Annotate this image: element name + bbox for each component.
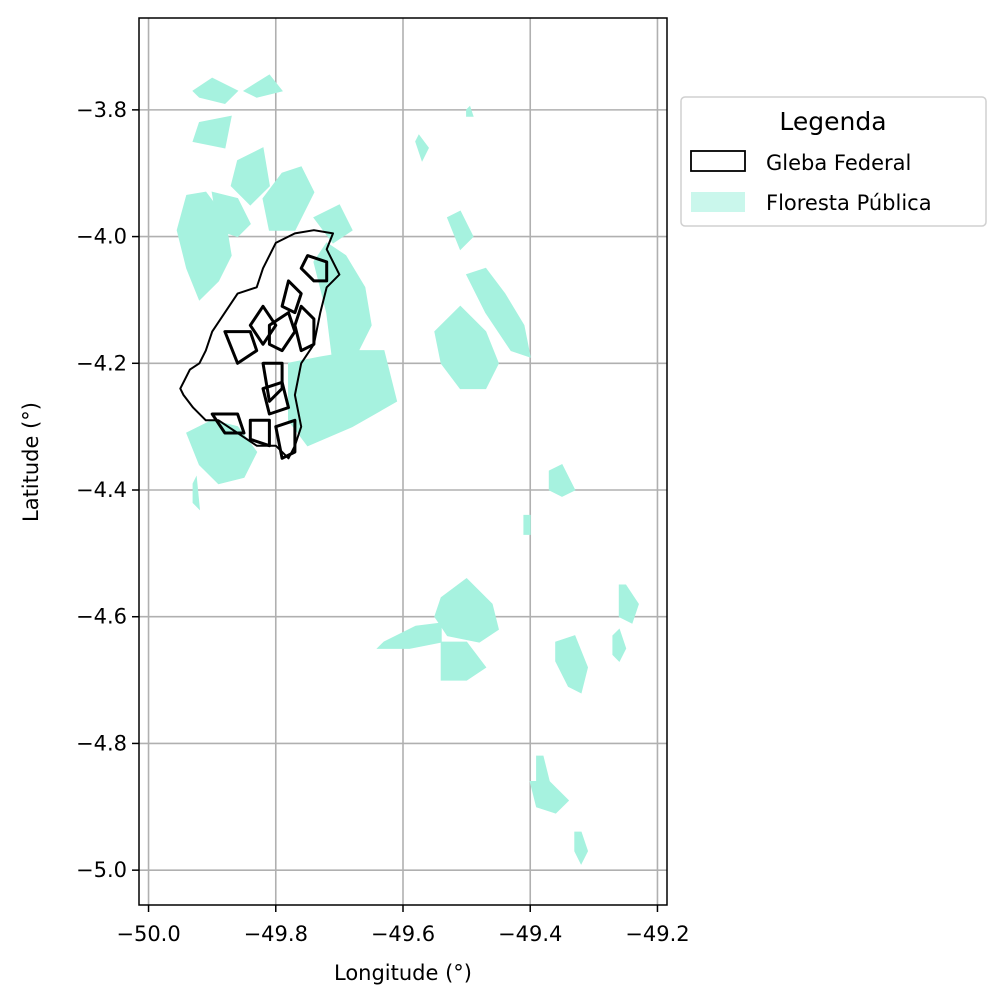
floresta-publica-layer — [176, 74, 639, 865]
forest-polygon — [548, 464, 576, 497]
gleba-boundary — [179, 229, 341, 460]
gleba-inner-boundary — [248, 418, 271, 448]
y-tick-label: −4.4 — [76, 478, 127, 502]
x-tick-label: −49.6 — [371, 922, 435, 946]
forest-polygon — [440, 641, 487, 681]
forest-polygon — [376, 622, 442, 649]
forest-polygon — [529, 781, 570, 814]
y-tick-label: −3.8 — [76, 98, 127, 122]
legend-box — [680, 96, 987, 227]
axis-ticks: −50.0 −49.8 −49.6 −49.4 −49.2 −3.8 −4.0 −4.2 −4.… — [76, 98, 690, 946]
gleba-federal-layer — [179, 229, 341, 460]
gleba-inner-boundary — [293, 304, 316, 353]
forest-polygon — [523, 514, 531, 535]
forest-polygon — [288, 350, 398, 447]
forest-polygon — [192, 475, 201, 511]
x-tick-label: −49.4 — [498, 922, 562, 946]
x-tick-label: −49.8 — [244, 922, 308, 946]
forest-polygon — [415, 134, 429, 162]
forest-polygon — [618, 584, 639, 624]
forest-polygon — [242, 74, 283, 98]
forest-polygon — [465, 267, 531, 358]
legend-swatch-gleba-federal — [690, 150, 746, 172]
legend-swatch-floresta-publica — [691, 192, 745, 212]
gleba-inner-boundary — [267, 311, 297, 353]
forest-polygon — [466, 105, 474, 117]
gleba-inner-boundary — [280, 279, 303, 315]
legend-title: Legenda — [779, 107, 886, 136]
y-axis-title: Latitude (°) — [19, 402, 43, 522]
forest-polygon — [230, 147, 270, 206]
y-tick-label: −4.8 — [76, 731, 127, 755]
x-tick-label: −50.0 — [116, 922, 180, 946]
x-axis-title: Longitude (°) — [334, 961, 472, 985]
grid-lines — [139, 18, 667, 905]
forest-polygon — [313, 204, 353, 244]
forest-polygon — [434, 305, 499, 390]
forest-polygon — [434, 578, 499, 643]
gleba-inner-boundary — [248, 304, 278, 346]
forest-polygon — [211, 191, 251, 238]
legend-label-floresta-publica: Floresta Pública — [766, 191, 932, 215]
y-tick-label: −4.2 — [76, 351, 127, 375]
forest-polygon — [262, 166, 315, 231]
forest-polygon — [612, 628, 627, 662]
y-tick-label: −4.6 — [76, 605, 127, 629]
gleba-inner-boundary — [223, 330, 259, 365]
gleba-inner-boundary — [210, 412, 246, 435]
forest-polygon — [574, 831, 589, 865]
legend-label-gleba-federal: Gleba Federal — [766, 151, 911, 175]
x-tick-label: −49.2 — [625, 922, 689, 946]
gleba-inner-boundary — [299, 254, 329, 283]
forest-polygon — [446, 210, 474, 251]
gleba-inner-boundary — [274, 418, 297, 460]
y-tick-label: −5.0 — [76, 858, 127, 882]
forest-polygon — [555, 635, 589, 694]
forest-polygon — [192, 115, 232, 149]
forest-polygon — [192, 77, 239, 105]
gleba-inner-boundary — [261, 380, 290, 416]
y-tick-label: −4.0 — [76, 225, 127, 249]
legend: Legenda Gleba Federal Floresta Pública — [680, 96, 987, 227]
